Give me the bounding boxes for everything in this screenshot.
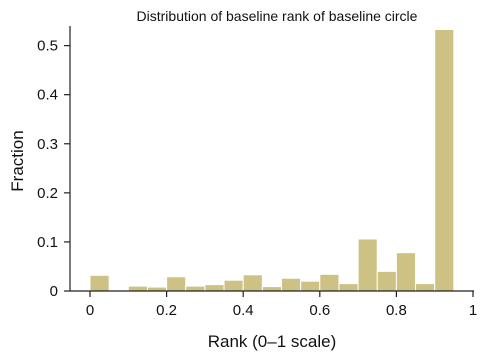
histogram-bar-17	[415, 283, 436, 292]
y-tick-label: 0.2	[37, 185, 58, 202]
histogram-bar-7	[223, 279, 244, 292]
x-tick-label: 0	[86, 302, 94, 319]
x-tick-label: 0.4	[233, 302, 254, 319]
chart-title: Distribution of baseline rank of baselin…	[137, 8, 418, 24]
histogram-bar-4	[166, 276, 187, 292]
histogram-bar-16	[395, 252, 417, 292]
x-axis-title: Rank (0–1 scale)	[208, 332, 337, 351]
histogram-bar-8	[242, 274, 263, 292]
x-tick-label: 0.8	[386, 302, 407, 319]
y-axis-title: Fraction	[8, 130, 27, 191]
x-tick-label: 0.2	[156, 302, 177, 319]
y-tick-label: 0.1	[37, 234, 58, 251]
histogram-bar-18	[434, 28, 455, 292]
histogram-bar-11	[300, 280, 321, 292]
histogram-bar-5	[185, 285, 206, 292]
histogram-bar-2	[127, 285, 148, 292]
histogram-bar-10	[281, 277, 302, 292]
bars-layer	[89, 28, 455, 292]
histogram-bar-9	[261, 286, 283, 292]
y-tick-label: 0.4	[37, 87, 58, 104]
histogram-bar-6	[204, 284, 225, 292]
histogram-bar-15	[376, 270, 397, 292]
histogram-bar-0	[89, 274, 110, 292]
ticks-layer: 0 0.2 0.4 0.6 0.8 1 0 0.1 0.2 0.3 0.4 0.5	[37, 38, 477, 319]
histogram-bar-14	[357, 238, 378, 292]
y-tick-label: 0.5	[37, 38, 58, 55]
histogram-bar-13	[338, 283, 359, 292]
x-tick-label: 0.6	[309, 302, 330, 319]
histogram-bar-12	[319, 273, 340, 292]
y-tick-label: 0.3	[37, 136, 58, 153]
x-tick-label: 1	[469, 302, 477, 319]
y-tick-label: 0	[50, 283, 58, 300]
